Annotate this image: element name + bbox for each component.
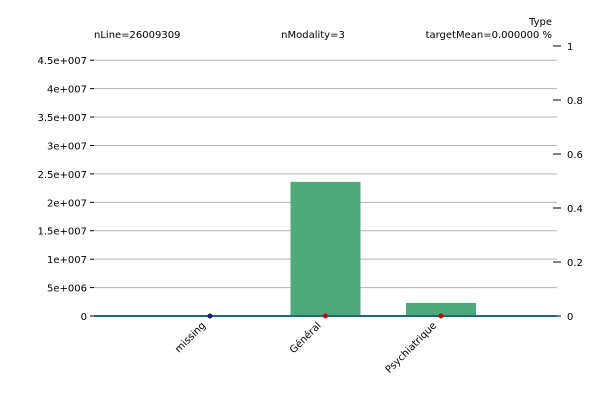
x-tick-label-2: Psychiatrique <box>384 320 439 375</box>
marker-0 <box>207 313 213 319</box>
y-left-tick-label-7: 3.5e+007 <box>37 113 87 124</box>
y-right-tick-label-3: 0.6 <box>567 150 583 161</box>
bar-1 <box>290 181 361 316</box>
header-nline: nLine=26009309 <box>94 30 180 41</box>
y-right-tick-label-0: 0 <box>567 312 573 323</box>
marker-2 <box>438 313 444 319</box>
y-right-tick-label-1: 0.2 <box>567 258 583 269</box>
marker-1 <box>323 313 328 319</box>
y-right-tick-label-4: 0.8 <box>567 96 583 107</box>
y-left-tick-label-6: 3e+007 <box>47 141 87 152</box>
header-nmodality: nModality=3 <box>281 30 345 41</box>
y-left-tick-label-9: 4.5e+007 <box>37 56 87 67</box>
y-left-tick-label-0: 0 <box>81 312 87 323</box>
y-left-tick-label-2: 1e+007 <box>47 255 87 266</box>
x-tick-label-0: missing <box>173 320 208 355</box>
y-left-tick-label-8: 4e+007 <box>47 85 87 96</box>
y-left-tick-label-5: 2.5e+007 <box>37 170 87 181</box>
y-right-tick-label-2: 0.4 <box>567 204 583 215</box>
bar-2 <box>406 302 476 316</box>
chart-title: Type <box>528 17 552 28</box>
x-tick-label-1: Général <box>287 320 323 356</box>
header-targetmean: targetMean=0.000000 % <box>426 30 552 41</box>
y-left-tick-label-3: 1.5e+007 <box>37 227 87 238</box>
grid-layer <box>94 59 557 289</box>
marker-layer <box>207 313 444 319</box>
y-right-tick-label-5: 1 <box>567 42 573 53</box>
y-left-tick-label-1: 5e+006 <box>47 284 87 295</box>
bar-layer <box>290 181 476 316</box>
y-left-tick-label-4: 2e+007 <box>47 198 87 209</box>
